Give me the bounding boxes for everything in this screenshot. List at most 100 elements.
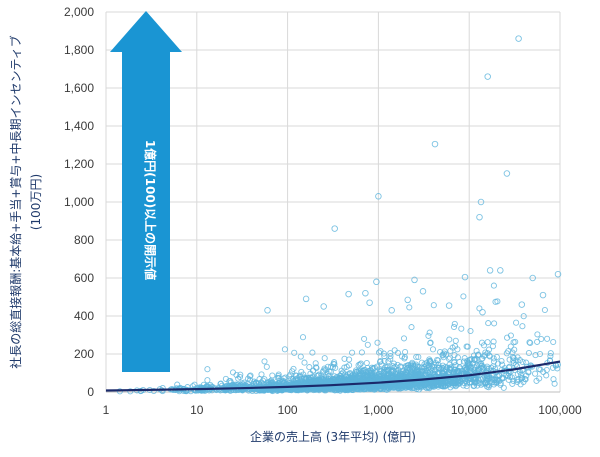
data-point bbox=[253, 380, 260, 387]
data-point bbox=[536, 375, 543, 382]
data-point bbox=[495, 360, 502, 367]
data-point bbox=[451, 320, 458, 327]
y-tick-label: 1,400 bbox=[64, 119, 94, 133]
data-point bbox=[460, 293, 467, 300]
data-point bbox=[426, 363, 433, 370]
data-point-outlier bbox=[419, 288, 427, 295]
x-tick-label: 100,000 bbox=[538, 403, 582, 417]
data-point bbox=[498, 375, 506, 382]
data-point bbox=[500, 384, 507, 391]
data-point bbox=[409, 359, 416, 366]
data-point bbox=[490, 338, 497, 345]
data-point bbox=[400, 335, 408, 342]
data-point bbox=[510, 339, 517, 346]
data-point bbox=[321, 355, 328, 362]
data-point-outlier bbox=[320, 303, 327, 310]
tick-labels: 0 200 400 600 800 1,000 1,200 1,400 1,600 1,800 2,… bbox=[64, 5, 582, 417]
data-point bbox=[357, 369, 364, 376]
data-point bbox=[446, 354, 454, 361]
data-point bbox=[520, 313, 527, 320]
data-point bbox=[439, 383, 446, 390]
data-point bbox=[312, 360, 319, 367]
data-point bbox=[507, 332, 514, 339]
annotation-arrow: 1億円(100)以上の開示値 bbox=[110, 11, 182, 372]
data-point bbox=[423, 367, 430, 374]
data-point bbox=[437, 348, 444, 356]
data-point bbox=[468, 355, 475, 363]
data-point bbox=[527, 339, 534, 347]
data-point bbox=[440, 365, 447, 372]
data-point bbox=[303, 379, 310, 386]
data-point bbox=[415, 353, 422, 361]
data-point bbox=[343, 376, 350, 384]
data-points bbox=[116, 35, 562, 395]
data-point bbox=[456, 358, 463, 366]
data-point bbox=[544, 335, 551, 342]
data-point bbox=[245, 375, 252, 382]
data-point bbox=[381, 366, 388, 373]
data-point bbox=[483, 365, 490, 372]
data-point bbox=[471, 367, 478, 374]
data-point-outlier bbox=[302, 295, 310, 303]
data-point bbox=[451, 343, 459, 350]
data-point bbox=[471, 379, 479, 386]
data-point-outlier bbox=[497, 267, 504, 274]
data-point bbox=[526, 339, 533, 346]
data-point bbox=[430, 302, 437, 309]
data-point bbox=[543, 372, 550, 379]
data-point bbox=[486, 352, 493, 359]
data-point bbox=[204, 377, 211, 384]
data-point bbox=[534, 331, 541, 338]
data-point bbox=[460, 358, 467, 365]
data-point-outlier bbox=[554, 270, 562, 278]
data-point bbox=[413, 353, 420, 361]
x-axis-title: 企業の売上高 (3年平均) (億円) bbox=[250, 429, 416, 444]
data-point bbox=[536, 350, 544, 358]
data-point-outlier bbox=[375, 193, 382, 200]
data-point bbox=[467, 327, 474, 335]
data-point bbox=[200, 387, 207, 394]
data-point bbox=[436, 379, 443, 386]
data-point bbox=[408, 324, 415, 331]
data-point bbox=[464, 343, 471, 350]
data-point bbox=[455, 367, 462, 374]
y-tick-label: 1,200 bbox=[64, 157, 94, 171]
data-point bbox=[421, 364, 428, 371]
y-tick-label: 600 bbox=[74, 271, 94, 285]
data-point bbox=[485, 320, 492, 327]
data-point bbox=[490, 282, 497, 289]
data-point bbox=[445, 380, 452, 387]
data-point bbox=[174, 381, 181, 388]
data-point bbox=[549, 364, 556, 371]
data-point bbox=[324, 377, 331, 384]
data-point bbox=[289, 368, 296, 375]
data-point bbox=[359, 369, 366, 376]
data-point bbox=[361, 335, 368, 342]
data-point bbox=[337, 373, 344, 380]
data-point bbox=[418, 359, 425, 366]
data-point bbox=[547, 353, 554, 360]
data-point-outlier bbox=[388, 307, 395, 314]
data-point bbox=[537, 366, 544, 373]
data-point bbox=[485, 346, 493, 353]
data-point bbox=[261, 358, 268, 365]
data-point bbox=[400, 376, 407, 383]
data-point-outlier bbox=[529, 274, 536, 282]
y-tick-label: 1,000 bbox=[64, 195, 94, 209]
data-point bbox=[532, 370, 539, 377]
data-point bbox=[406, 366, 414, 374]
data-point-outlier bbox=[477, 198, 485, 206]
data-point bbox=[493, 353, 500, 361]
data-point bbox=[452, 337, 459, 344]
data-point bbox=[434, 369, 441, 376]
data-point bbox=[515, 376, 522, 383]
data-point bbox=[462, 366, 469, 373]
data-point-outlier bbox=[404, 296, 411, 304]
arrow-annotation-text: 1億円(100)以上の開示値 bbox=[143, 140, 158, 280]
y-tick-label: 1,600 bbox=[64, 81, 94, 95]
x-tick-label: 10,000 bbox=[451, 403, 488, 417]
data-point bbox=[507, 343, 514, 350]
data-point bbox=[485, 384, 492, 391]
y-axis-unit: (100万円) bbox=[29, 174, 43, 230]
data-point bbox=[446, 336, 453, 343]
